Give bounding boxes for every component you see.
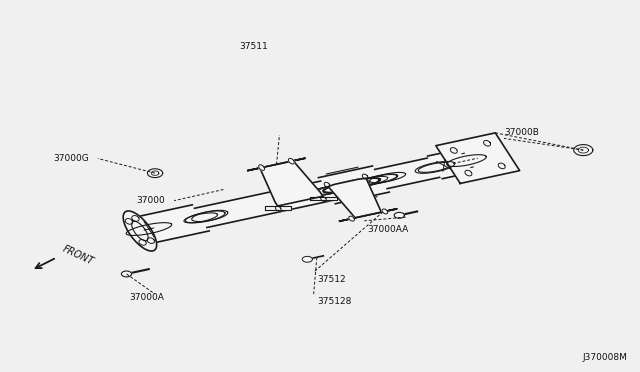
Polygon shape <box>436 133 520 183</box>
Text: 37000: 37000 <box>136 196 164 205</box>
Polygon shape <box>195 181 333 228</box>
Polygon shape <box>349 216 355 221</box>
Polygon shape <box>451 148 457 153</box>
Polygon shape <box>123 211 157 251</box>
Polygon shape <box>326 167 377 203</box>
Polygon shape <box>484 140 490 146</box>
Polygon shape <box>382 209 388 214</box>
Text: 37512: 37512 <box>317 275 346 284</box>
Polygon shape <box>394 212 404 218</box>
Polygon shape <box>141 205 209 242</box>
Text: 37000B: 37000B <box>504 128 539 137</box>
Text: 37000A: 37000A <box>130 293 164 302</box>
Polygon shape <box>428 149 474 179</box>
Polygon shape <box>328 178 397 221</box>
Polygon shape <box>147 169 163 177</box>
Polygon shape <box>302 256 312 262</box>
Polygon shape <box>319 166 389 204</box>
Polygon shape <box>462 153 473 167</box>
Polygon shape <box>259 165 264 170</box>
Polygon shape <box>122 271 132 277</box>
Polygon shape <box>574 145 593 155</box>
Polygon shape <box>289 158 294 164</box>
Text: FRONT: FRONT <box>61 244 95 267</box>
Text: 375128: 375128 <box>317 297 351 306</box>
Polygon shape <box>265 206 291 210</box>
Text: 37000AA: 37000AA <box>367 225 409 234</box>
Text: 37511: 37511 <box>239 42 268 51</box>
Polygon shape <box>465 170 472 176</box>
Text: 37000G: 37000G <box>54 154 90 163</box>
Polygon shape <box>248 158 323 206</box>
Polygon shape <box>499 163 505 169</box>
Polygon shape <box>374 158 441 189</box>
Text: J370008M: J370008M <box>583 353 628 362</box>
Polygon shape <box>310 197 337 200</box>
